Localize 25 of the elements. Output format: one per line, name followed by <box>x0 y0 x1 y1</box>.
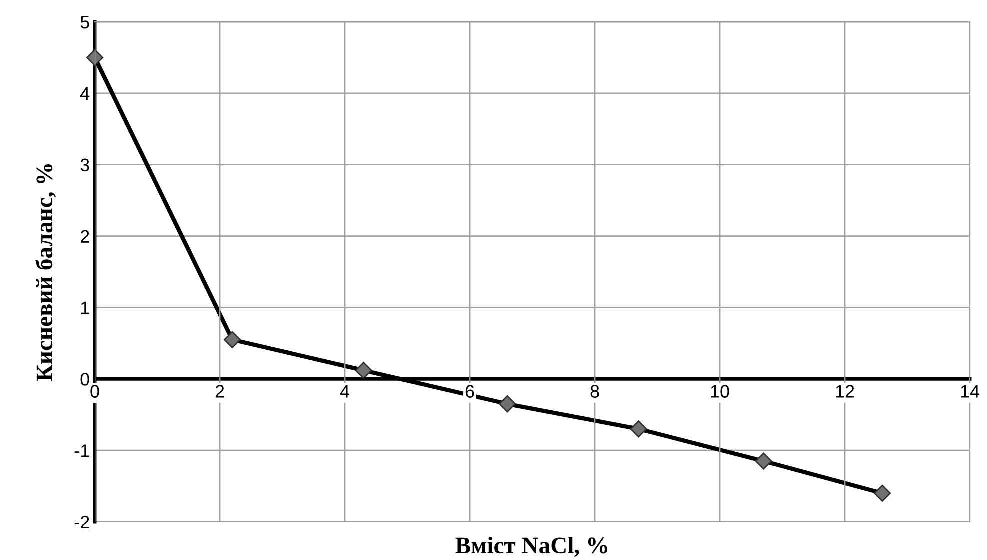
y-tick-label: 4 <box>80 88 90 100</box>
point <box>874 484 892 502</box>
point <box>86 49 104 66</box>
x-tick-label: 6 <box>466 385 474 398</box>
y-tick-label: 0 <box>80 373 90 386</box>
y-tick-label: 5 <box>80 16 90 29</box>
x-tick-label: 0 <box>90 385 100 398</box>
y-tick-label: 3 <box>80 158 90 172</box>
y-tick-label: -1 <box>74 444 90 458</box>
x-tick-label: 10 <box>711 385 730 398</box>
y-tick-label: -2 <box>74 516 90 529</box>
point <box>355 362 372 380</box>
x-tick-label: 4 <box>340 385 350 398</box>
y-tick-label: 2 <box>81 230 90 243</box>
y-tick-label: 1 <box>81 302 90 314</box>
x-axis-title: Вміст NaCl, % <box>456 537 608 558</box>
x-tick-label: 8 <box>590 385 600 398</box>
point <box>630 420 648 438</box>
point <box>498 396 516 413</box>
x-tick-label: 2 <box>216 385 224 398</box>
x-tick-label: 12 <box>836 385 854 398</box>
x-tick-label: 14 <box>961 385 980 398</box>
y-axis-title: Кисневий баланс, % <box>35 164 56 382</box>
point <box>224 331 242 348</box>
point <box>755 452 772 470</box>
